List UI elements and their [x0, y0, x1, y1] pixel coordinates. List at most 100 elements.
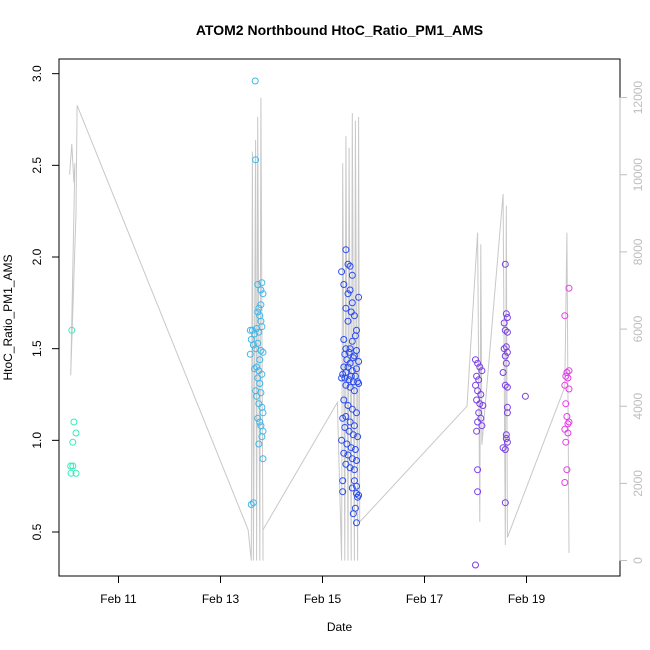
data-point-series-4: [478, 422, 486, 430]
data-point-series-3: [342, 460, 350, 468]
data-point-series-2: [258, 433, 266, 441]
data-point-series-3: [346, 345, 354, 353]
data-point-series-3: [345, 376, 353, 384]
data-point-series-4: [474, 488, 482, 496]
data-point-series-4: [500, 319, 508, 327]
data-point-series-4: [472, 356, 479, 364]
data-point-series-4: [503, 328, 511, 336]
data-point-series-2: [251, 77, 259, 85]
data-point-series-3: [348, 299, 356, 307]
data-point-series-2: [255, 440, 263, 448]
data-point-series-2: [253, 363, 261, 371]
data-point-series-2: [254, 308, 262, 316]
data-point-series-3: [348, 484, 356, 492]
data-point-series-4: [503, 438, 511, 446]
data-point-series-3: [339, 414, 347, 422]
data-point-series-3: [353, 457, 360, 464]
data-point-series-4: [501, 260, 509, 268]
data-point-series-3: [343, 440, 351, 448]
data-point-series-3: [346, 262, 354, 270]
data-point-series-4: [501, 446, 509, 453]
data-point-series-2: [257, 286, 265, 294]
chart-title: ATOM2 Northbound HtoC_Ratio_PM1_AMS: [196, 22, 483, 38]
data-point-series-2: [259, 427, 267, 435]
data-point-series-2: [252, 156, 260, 164]
right-y-tick-label: 0: [631, 557, 645, 564]
data-point-series-4: [473, 427, 481, 435]
x-tick-label: Feb 13: [202, 592, 240, 606]
data-point-series-5: [562, 372, 570, 380]
data-point-series-4: [502, 431, 510, 439]
data-point-series-4: [521, 392, 529, 400]
data-point-series-3: [350, 422, 358, 430]
data-point-series-3: [354, 493, 362, 501]
data-point-series-3: [344, 451, 352, 459]
data-point-series-3: [338, 436, 346, 444]
data-point-series-3: [355, 293, 363, 301]
data-point-series-1: [69, 462, 77, 470]
data-point-series-2: [246, 350, 254, 358]
data-point-series-4: [501, 352, 509, 360]
data-point-series-3: [345, 427, 353, 435]
data-point-series-1: [68, 326, 76, 334]
data-point-series-3: [353, 490, 360, 497]
data-point-series-5: [564, 429, 572, 437]
data-point-series-2: [259, 455, 267, 463]
data-point-series-3: [344, 317, 352, 325]
data-point-series-3: [340, 336, 348, 343]
data-point-series-4: [502, 359, 510, 367]
data-point-series-3: [354, 433, 362, 441]
line-series: [69, 97, 570, 561]
data-point-series-3: [348, 405, 356, 413]
data-point-series-4: [474, 466, 482, 474]
right-y-tick-label: 8000: [631, 238, 645, 265]
data-point-series-3: [350, 312, 358, 320]
data-point-series-3: [348, 337, 356, 345]
data-point-series-3: [350, 466, 358, 474]
data-point-series-2: [254, 339, 262, 347]
data-point-series-3: [349, 354, 357, 362]
data-point-series-1: [70, 418, 78, 426]
data-point-series-3: [353, 482, 360, 490]
data-point-series-3: [348, 455, 356, 463]
data-point-series-2: [259, 409, 267, 417]
data-point-series-2: [256, 380, 264, 387]
data-point-series-4: [501, 499, 509, 507]
data-point-series-3: [350, 387, 358, 395]
data-point-series-2: [257, 347, 265, 354]
data-point-series-2: [255, 328, 263, 336]
data-point-series-5: [563, 466, 571, 474]
y-axis-label: HtoC_Ratio_PM1_AMS: [1, 254, 15, 380]
data-point-series-4: [477, 391, 485, 398]
data-point-series-3: [353, 365, 360, 373]
data-point-series-5: [565, 418, 573, 426]
data-point-series-5: [561, 312, 569, 320]
data-point-series-4: [475, 376, 483, 384]
y-tick-label: 3.0: [30, 65, 44, 82]
right-y-tick-label: 2000: [631, 470, 645, 497]
y-tick-label: 1.5: [30, 340, 44, 357]
x-axis-label: Date: [327, 620, 353, 634]
x-tick-label: Feb 15: [304, 592, 342, 606]
data-point-series-3: [339, 488, 347, 496]
data-point-series-4: [474, 359, 482, 367]
y-tick-label: 0.5: [30, 523, 44, 540]
data-point-series-4: [501, 381, 509, 389]
data-point-series-2: [258, 370, 266, 378]
data-point-series-3: [344, 402, 352, 409]
data-point-series-5: [561, 381, 569, 389]
data-point-series-3: [346, 359, 354, 367]
data-point-series-3: [340, 396, 348, 404]
data-point-series-4: [499, 444, 507, 452]
data-point-series-2: [257, 301, 265, 309]
x-tick-label: Feb 19: [508, 592, 546, 606]
data-point-series-5: [565, 284, 573, 292]
data-point-series-3: [351, 446, 359, 453]
right-y-tick-label: 6000: [631, 315, 645, 342]
data-point-series-3: [346, 464, 354, 472]
data-point-series-3: [338, 374, 346, 382]
data-point-series-2: [259, 290, 267, 298]
right-y-tick-label: 4000: [631, 393, 645, 420]
data-point-series-3: [349, 510, 357, 518]
data-point-series-3: [338, 268, 346, 276]
